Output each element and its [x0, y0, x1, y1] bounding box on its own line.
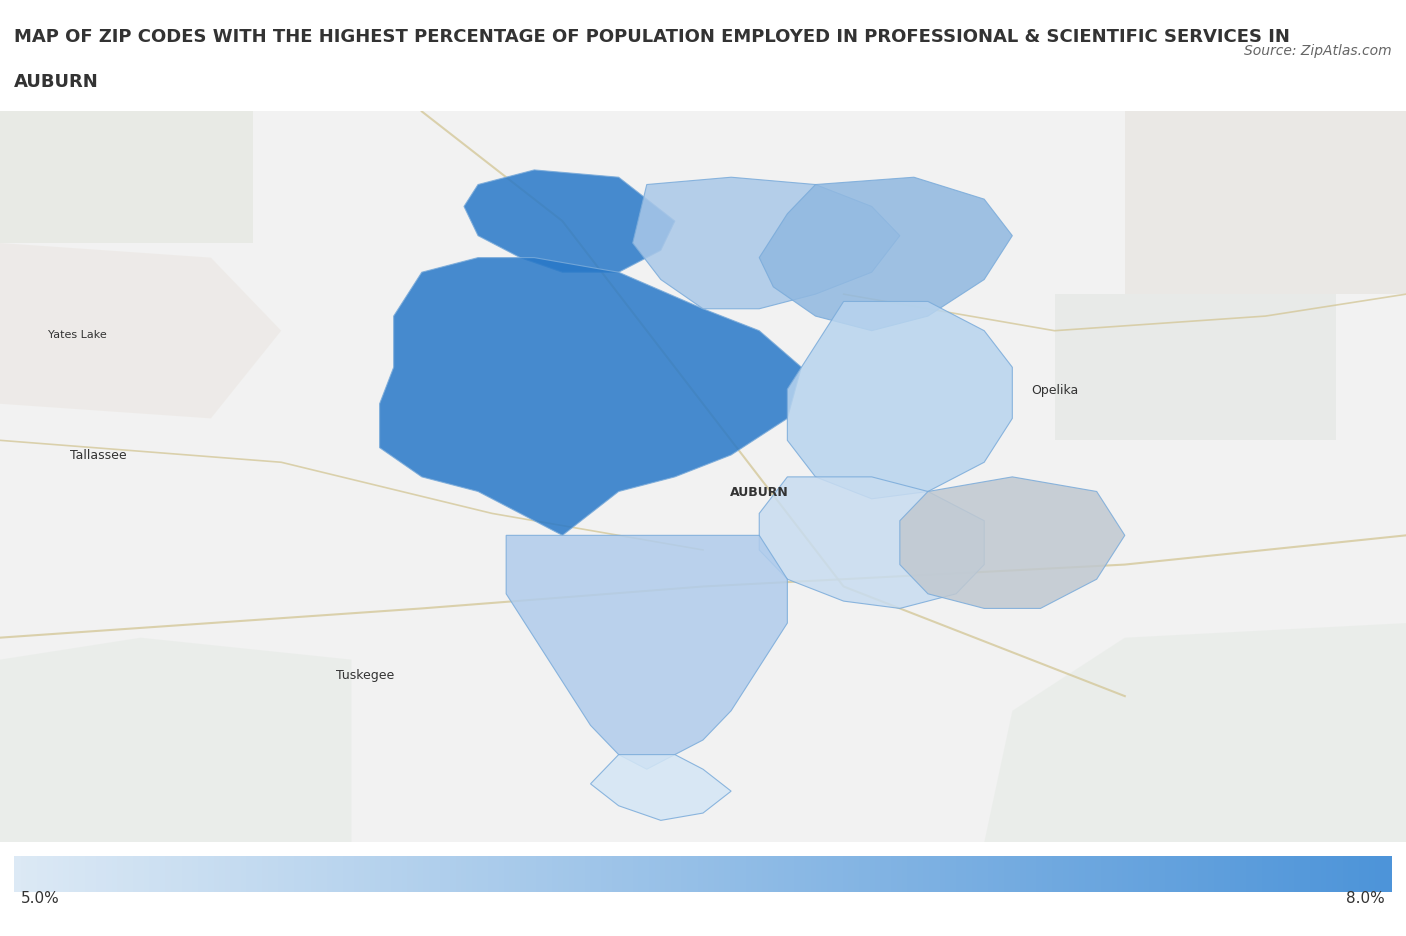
Polygon shape: [506, 535, 787, 769]
Polygon shape: [0, 112, 253, 243]
Polygon shape: [633, 178, 900, 310]
Polygon shape: [1125, 112, 1406, 295]
Polygon shape: [0, 638, 352, 842]
Polygon shape: [591, 754, 731, 821]
Text: MAP OF ZIP CODES WITH THE HIGHEST PERCENTAGE OF POPULATION EMPLOYED IN PROFESSIO: MAP OF ZIP CODES WITH THE HIGHEST PERCEN…: [14, 28, 1289, 46]
Text: AUBURN: AUBURN: [14, 73, 98, 91]
Polygon shape: [1054, 295, 1336, 441]
Text: Tallassee: Tallassee: [70, 449, 127, 462]
Polygon shape: [380, 258, 801, 535]
Text: Tuskegee: Tuskegee: [336, 668, 395, 681]
Polygon shape: [464, 170, 675, 273]
Polygon shape: [0, 243, 281, 419]
Text: 8.0%: 8.0%: [1347, 890, 1385, 905]
Text: Opelika: Opelika: [1031, 383, 1078, 396]
Polygon shape: [900, 477, 1125, 608]
Polygon shape: [984, 623, 1406, 842]
Polygon shape: [759, 477, 984, 608]
Text: 5.0%: 5.0%: [21, 890, 59, 905]
Polygon shape: [759, 178, 1012, 331]
Text: AUBURN: AUBURN: [730, 486, 789, 499]
Polygon shape: [787, 302, 1012, 499]
Text: Source: ZipAtlas.com: Source: ZipAtlas.com: [1244, 44, 1392, 57]
Text: Yates Lake: Yates Lake: [48, 330, 107, 340]
